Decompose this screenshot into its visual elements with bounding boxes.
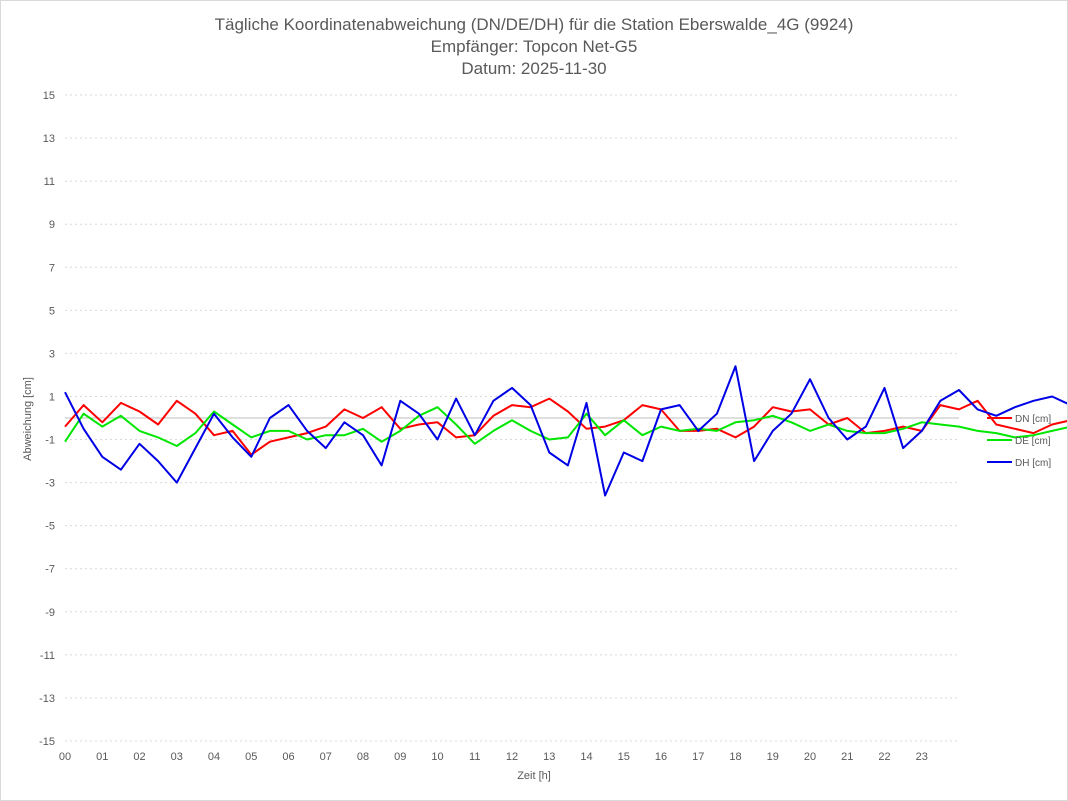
y-tick-label: 13 [43, 133, 55, 145]
y-tick-label: 5 [49, 305, 55, 317]
x-tick-label: 12 [506, 751, 518, 763]
chart-title: Tägliche Koordinatenabweichung (DN/DE/DH… [215, 15, 854, 78]
legend-label: DN [cm] [1015, 414, 1051, 425]
y-tick-label: 1 [49, 391, 55, 403]
x-tick-label: 06 [282, 751, 294, 763]
y-tick-label: 15 [43, 90, 55, 102]
x-tick-label: 02 [133, 751, 145, 763]
y-tick-label: -15 [39, 736, 55, 748]
chart-title-line-3: Datum: 2025-11-30 [461, 59, 606, 78]
x-tick-label: 04 [208, 751, 220, 763]
y-tick-label: -9 [45, 607, 55, 619]
y-tick-label: 11 [44, 176, 55, 188]
x-tick-label: 17 [692, 751, 704, 763]
y-tick-label: -13 [39, 693, 55, 705]
x-tick-label: 19 [767, 751, 779, 763]
x-tick-label: 03 [171, 751, 183, 763]
x-tick-label: 14 [580, 751, 592, 763]
series-line-dh [64, 365, 1067, 497]
x-tick-label: 20 [804, 751, 816, 763]
x-tick-label: 08 [357, 751, 369, 763]
y-tick-label: -11 [40, 650, 55, 662]
x-tick-label: 22 [878, 751, 890, 763]
x-tick-label: 05 [245, 751, 257, 763]
x-tick-label: 21 [841, 751, 853, 763]
x-tick-label: 11 [469, 751, 480, 763]
x-tick-label: 13 [543, 751, 555, 763]
chart-title-line-1: Tägliche Koordinatenabweichung (DN/DE/DH… [215, 15, 854, 34]
y-tick-label: -5 [45, 521, 55, 533]
y-tick-label: -3 [45, 478, 55, 490]
x-tick-label: 23 [916, 751, 928, 763]
y-tick-label: 7 [49, 262, 55, 274]
y-tick-label: 3 [49, 348, 55, 360]
x-axis-ticks: 00 01 02 03 04 05 06 07 08 09 10 11 12 13 14 15 16 17 18 19… [59, 751, 928, 763]
y-axis-ticks: 15 13 11 9 7 5 3 1 -1 -3 -5 -7 -9 -11 -13 -15 [39, 90, 55, 748]
series-line-de [64, 406, 1067, 447]
x-tick-label: 15 [618, 751, 630, 763]
x-axis-title: Zeit [h] [517, 770, 551, 782]
x-tick-label: 16 [655, 751, 667, 763]
legend: DN [cm] DE [cm] DH [cm] [987, 414, 1051, 469]
y-axis-title: Abweichung [cm] [22, 377, 34, 461]
x-tick-label: 00 [59, 751, 71, 763]
x-tick-label: 09 [394, 751, 406, 763]
x-tick-label: 07 [320, 751, 332, 763]
y-tick-label: -7 [45, 564, 55, 576]
legend-label: DH [cm] [1015, 458, 1051, 469]
gridlines [65, 94, 959, 742]
data-series [64, 365, 1067, 497]
y-tick-label: -1 [45, 435, 55, 447]
x-tick-label: 18 [729, 751, 741, 763]
series-line-dn [64, 397, 1067, 456]
y-tick-label: 9 [49, 219, 55, 231]
x-tick-label: 01 [96, 751, 108, 763]
x-tick-label: 10 [431, 751, 443, 763]
legend-label: DE [cm] [1015, 436, 1051, 447]
chart-title-line-2: Empfänger: Topcon Net-G5 [431, 37, 638, 56]
